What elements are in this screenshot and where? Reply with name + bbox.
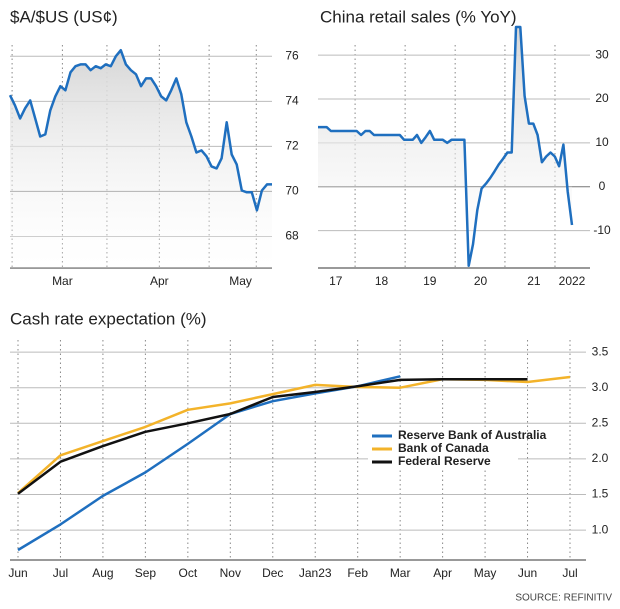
x-tick-label: Dec [262,566,283,580]
x-tick-label: Jan23 [299,566,332,580]
x-tick-label: 20 [474,274,488,288]
x-tick-label: Oct [179,566,198,580]
y-tick-label: 70 [285,184,299,198]
x-tick-label: May [229,274,252,288]
y-tick-label: 3.5 [592,344,609,358]
x-tick-label: Jun [8,566,27,580]
x-tick-label: Mar [52,274,73,288]
x-tick-label: 21 [527,274,541,288]
legend-label: Reserve Bank of Australia [398,428,547,442]
y-tick-label: 20 [595,91,609,105]
x-tick-label: May [474,566,497,580]
line [318,25,574,268]
chart-title: $A/$US (US¢) [10,7,118,26]
legend-label: Bank of Canada [398,441,489,455]
legend-label: Federal Reserve [398,454,491,468]
y-tick-label: 1.5 [592,487,609,501]
y-tick-label: 72 [285,139,299,153]
y-tick-label: 3.0 [592,380,609,394]
x-tick-label: 17 [329,274,343,288]
y-tick-label: -10 [593,223,611,237]
chart-title: China retail sales (% YoY) [320,7,517,26]
line [17,377,528,495]
chart-title: Cash rate expectation (%) [10,309,207,328]
x-tick-label: 2022 [559,274,586,288]
x-tick-label: Aug [92,566,113,580]
x-tick-label: Apr [150,274,169,288]
legend-box [368,456,518,469]
source: SOURCE: REFINITIV [515,593,612,604]
area [318,27,572,266]
area [10,50,272,269]
y-tick-label: 2.0 [592,451,609,465]
x-tick-label: Sep [135,566,157,580]
legend-box [368,430,518,443]
x-tick-label: Jun [518,566,537,580]
y-tick-label: 76 [285,48,299,62]
y-tick-label: 74 [285,93,299,107]
x-tick-label: Mar [390,566,411,580]
x-tick-label: Apr [433,566,452,580]
x-tick-label: Jul [53,566,68,580]
y-tick-label: 10 [595,135,609,149]
line [8,48,272,212]
x-tick-label: Feb [347,566,368,580]
y-tick-label: 68 [285,229,299,243]
y-tick-label: 2.5 [592,415,609,429]
y-tick-label: 30 [595,47,609,61]
y-tick-label: 1.0 [592,522,609,536]
x-tick-label: Nov [220,566,241,580]
legend-box [368,443,518,456]
x-tick-label: 18 [375,274,389,288]
line [17,375,401,552]
x-tick-label: Jul [562,566,577,580]
x-tick-label: 19 [423,274,437,288]
y-tick-label: 0 [599,179,606,193]
